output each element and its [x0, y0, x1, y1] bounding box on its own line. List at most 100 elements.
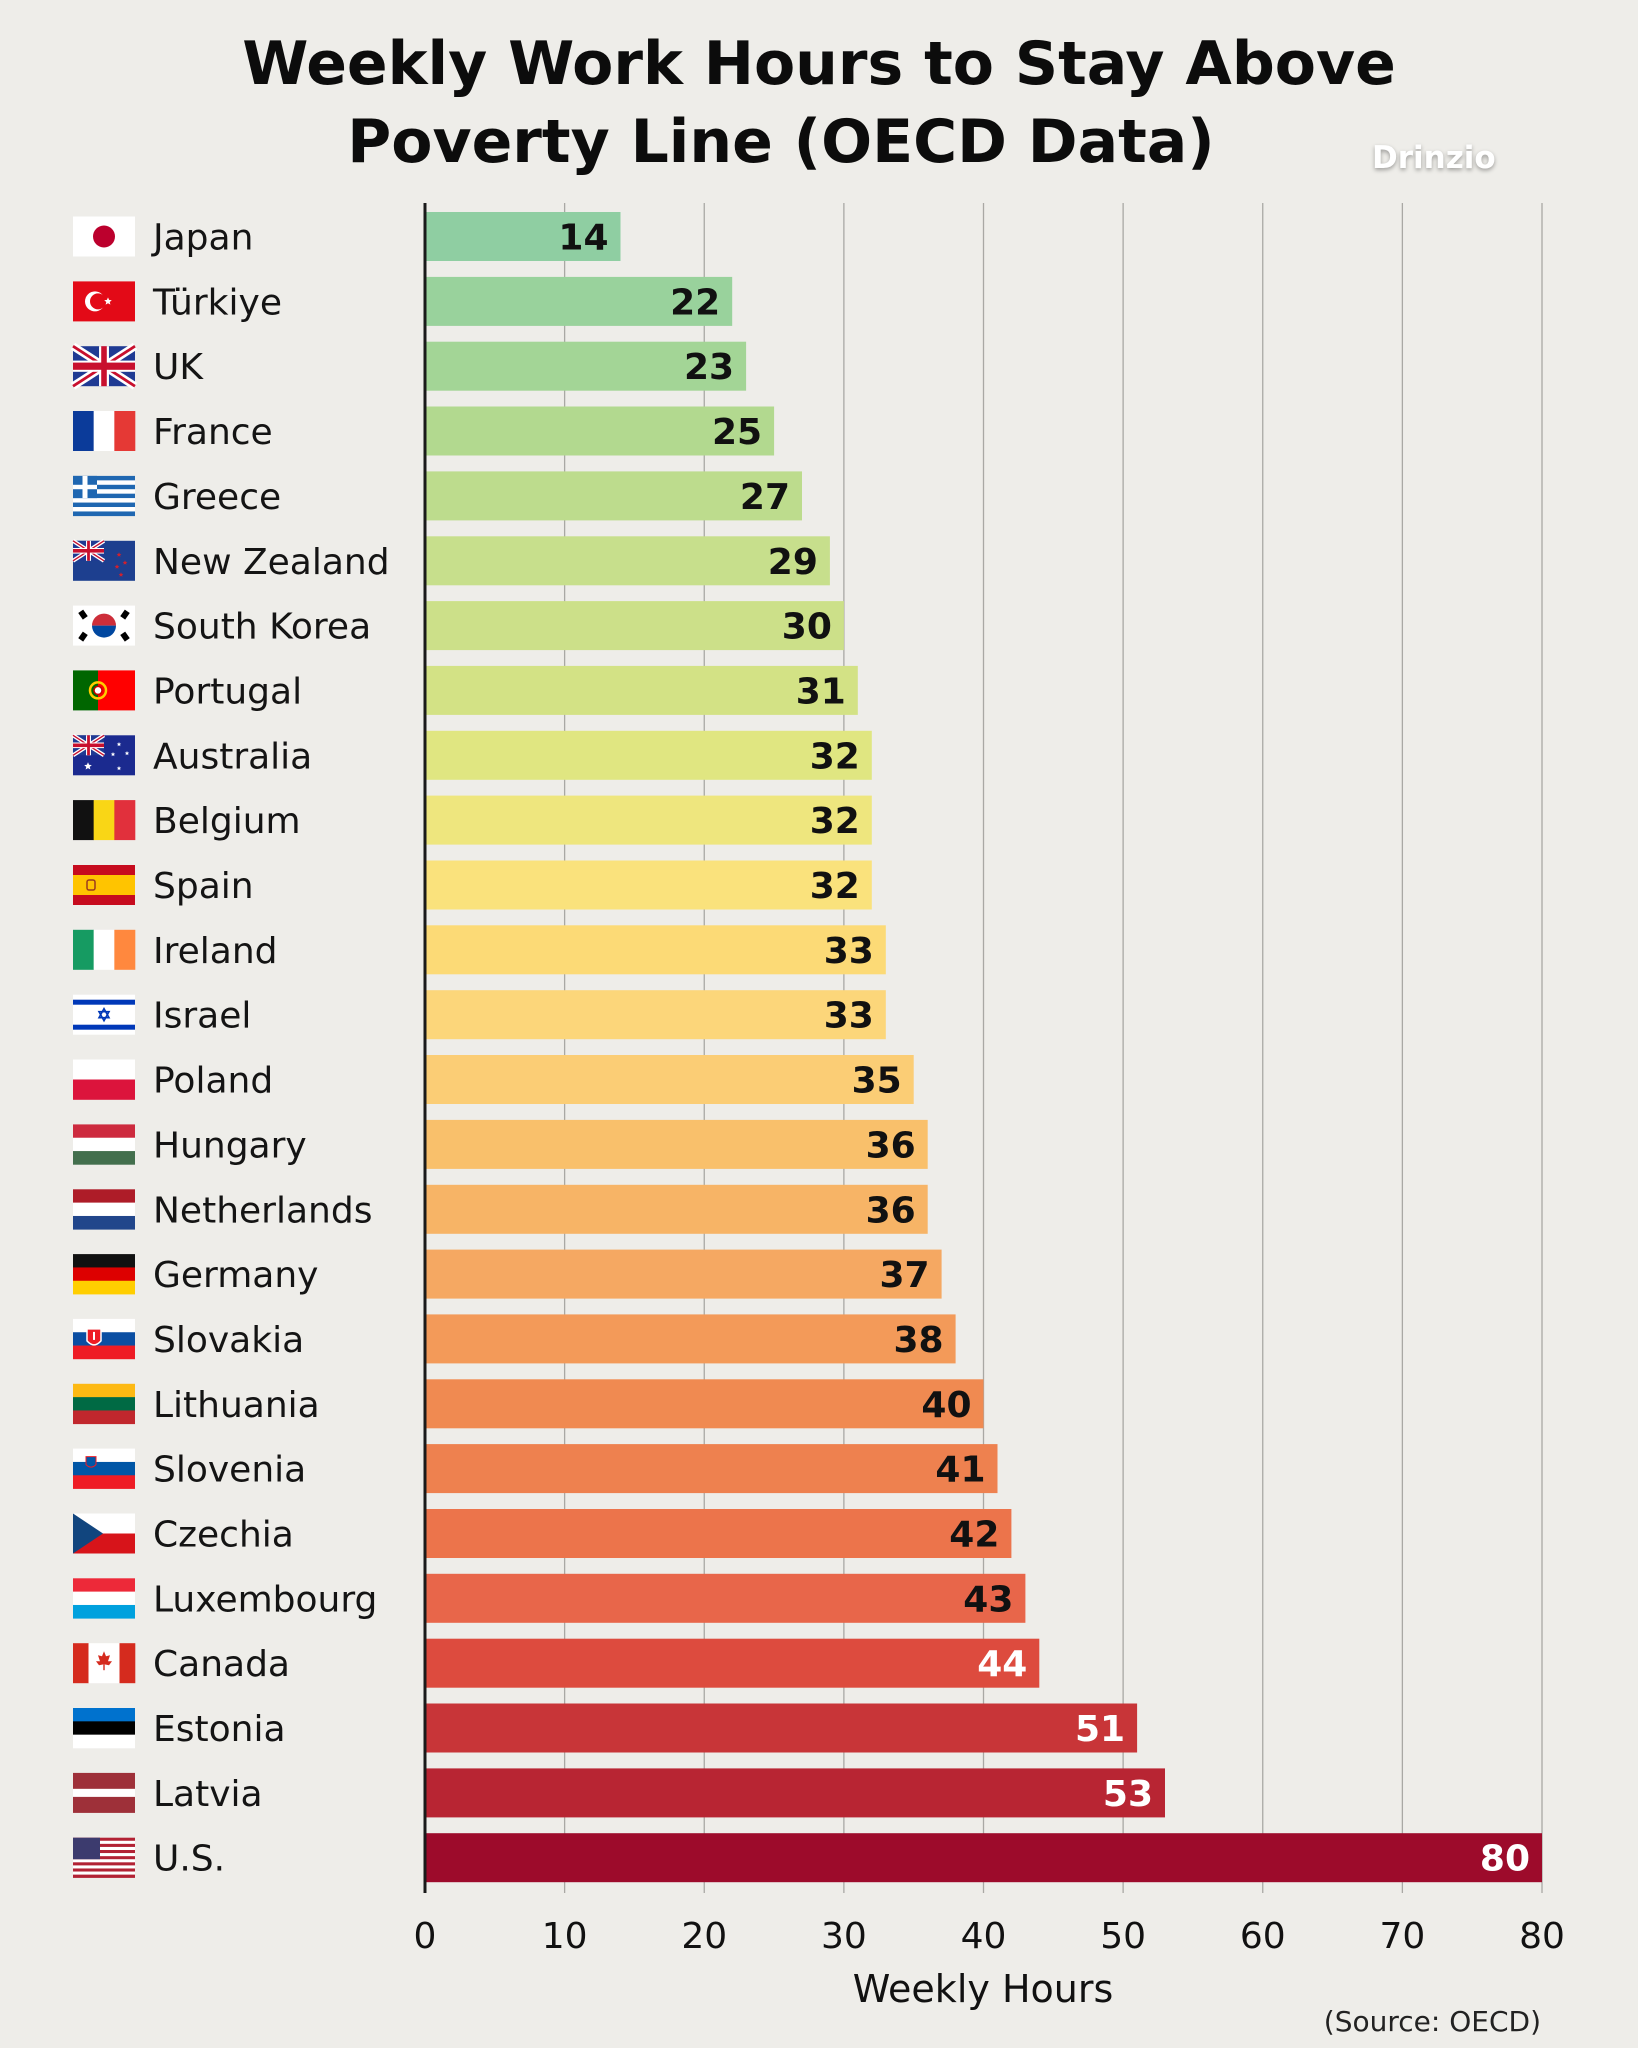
value-label: 40 [921, 1385, 971, 1426]
value-label: 29 [768, 542, 818, 583]
bar [425, 471, 802, 521]
belgium-flag-icon [73, 800, 136, 841]
spain-flag-icon [73, 865, 135, 905]
value-label: 31 [796, 671, 846, 712]
value-labels: 14 22 23 25 27 29 30 31 32 32 32 33 33 35 36 36 37 38 40 41… [558, 218, 1530, 1880]
country-label: U.S. [153, 1839, 225, 1880]
value-label: 23 [684, 347, 734, 388]
value-label: 32 [810, 866, 860, 907]
value-label: 14 [558, 218, 608, 259]
country-labels: Japan Türkiye UK France Greece New Zealand Sou… [151, 218, 390, 1880]
bar [425, 406, 775, 456]
value-label: 43 [963, 1579, 1013, 1620]
value-label: 22 [670, 282, 720, 323]
country-label: Portugal [153, 671, 302, 712]
estonia-flag-icon [73, 1708, 135, 1749]
country-label: Türkiye [152, 282, 282, 323]
bar [425, 1509, 1012, 1558]
us-flag-icon [73, 1837, 135, 1878]
country-label: Slovakia [153, 1320, 304, 1361]
country-label: France [153, 412, 273, 453]
value-label: 33 [824, 996, 874, 1037]
value-label: 36 [866, 1125, 916, 1166]
x-tick-label: 80 [1519, 1916, 1565, 1957]
country-label: Hungary [153, 1125, 307, 1166]
bar [425, 276, 733, 326]
x-tick-label: 50 [1100, 1916, 1146, 1957]
chart-title-line-2: Poverty Line (OECD Data) [347, 107, 1215, 177]
new-zealand-flag-icon [71, 539, 135, 581]
bar [425, 1768, 1165, 1818]
country-label: Ireland [153, 931, 278, 972]
bar [425, 730, 872, 780]
country-label: Luxembourg [153, 1579, 377, 1620]
bar [425, 860, 872, 910]
uk-flag-icon [70, 342, 138, 390]
hungary-flag-icon [73, 1124, 135, 1165]
country-label: Japan [151, 218, 253, 259]
bar [425, 1184, 928, 1234]
value-label: 44 [977, 1644, 1027, 1685]
bar [425, 212, 621, 261]
chart-title-line-1: Weekly Work Hours to Stay Above [242, 29, 1396, 99]
country-label: Czechia [153, 1515, 294, 1556]
country-label: Latvia [153, 1774, 263, 1815]
x-tick-label: 20 [681, 1916, 727, 1957]
latvia-flag-icon [73, 1772, 135, 1813]
bar [425, 1444, 998, 1494]
x-tick-label: 30 [821, 1916, 867, 1957]
bar [425, 1703, 1138, 1753]
value-label: 80 [1480, 1839, 1530, 1880]
luxembourg-flag-icon [73, 1578, 135, 1619]
value-label: 38 [893, 1320, 943, 1361]
bar [425, 795, 872, 845]
greece-flag-icon [73, 475, 135, 517]
flags [70, 216, 138, 1878]
value-label: 35 [852, 1061, 902, 1102]
bar [425, 990, 886, 1040]
country-label: UK [153, 347, 204, 388]
value-label: 32 [810, 736, 860, 777]
source-note: (Source: OECD) [1324, 2005, 1541, 2038]
watermark: Drinzio [1372, 140, 1496, 176]
value-label: 33 [824, 931, 874, 972]
bar [425, 536, 830, 586]
value-label: 42 [949, 1515, 999, 1556]
bar [425, 601, 844, 651]
value-label: 51 [1075, 1709, 1125, 1750]
bar [425, 1119, 928, 1169]
value-label: 37 [879, 1255, 929, 1296]
south-korea-flag-icon [73, 605, 135, 646]
bar [425, 925, 886, 975]
value-label: 41 [935, 1450, 985, 1491]
bar [425, 1833, 1542, 1883]
x-tick-label: 60 [1240, 1916, 1286, 1957]
x-tick-label: 70 [1379, 1916, 1425, 1957]
bar [425, 665, 858, 715]
x-axis-label: Weekly Hours [853, 1967, 1114, 2011]
portugal-flag-icon [73, 670, 135, 711]
bar [425, 1249, 942, 1299]
x-tick-label: 40 [961, 1916, 1007, 1957]
france-flag-icon [73, 411, 136, 451]
slovakia-flag-icon [73, 1318, 135, 1360]
value-label: 53 [1103, 1774, 1153, 1815]
lithuania-flag-icon [73, 1383, 135, 1425]
country-label: Spain [153, 866, 254, 907]
country-label: Australia [153, 736, 312, 777]
country-label: New Zealand [153, 542, 390, 583]
x-axis-ticks: 0 10 20 30 40 50 60 70 80 [414, 1916, 1565, 1957]
bar [425, 1379, 984, 1429]
country-label: Estonia [153, 1709, 286, 1750]
bar [425, 1638, 1040, 1688]
country-label: Belgium [153, 801, 301, 842]
country-label: Israel [153, 996, 251, 1037]
germany-flag-icon [73, 1254, 135, 1295]
turkiye-flag-icon [73, 281, 135, 322]
country-label: Netherlands [153, 1190, 372, 1231]
australia-flag-icon [71, 733, 135, 776]
israel-flag-icon [73, 994, 135, 1035]
value-label: 25 [712, 412, 762, 453]
x-tick-label: 10 [542, 1916, 588, 1957]
